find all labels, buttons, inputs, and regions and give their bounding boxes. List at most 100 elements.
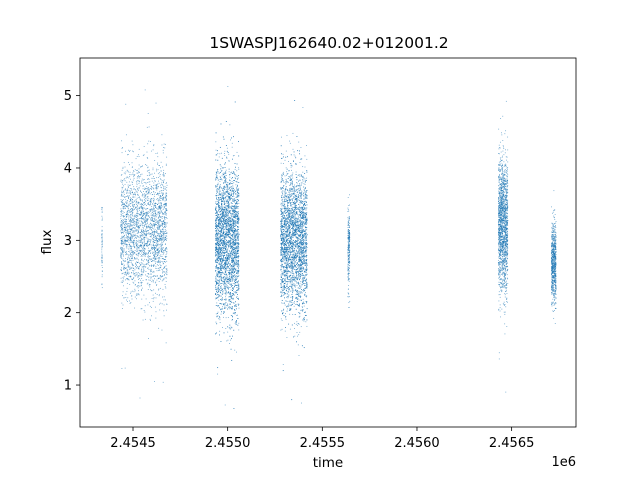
data-point-cluster-3 bbox=[238, 202, 240, 204]
data-point-cluster-2 bbox=[130, 190, 131, 192]
data-point-cluster-2 bbox=[165, 225, 167, 227]
data-point-cluster-2 bbox=[133, 177, 135, 179]
data-point-cluster-3 bbox=[229, 270, 231, 272]
data-point-cluster-3 bbox=[216, 210, 217, 212]
data-point-cluster-2 bbox=[127, 262, 129, 264]
data-point-cluster-2 bbox=[136, 254, 138, 256]
data-point-cluster-2 bbox=[120, 252, 122, 254]
data-point-cluster-2 bbox=[157, 198, 158, 199]
data-point-cluster-2 bbox=[160, 196, 162, 198]
data-point-cluster-2 bbox=[154, 215, 156, 217]
data-point-cluster-3 bbox=[222, 327, 223, 329]
data-point-cluster-2 bbox=[137, 246, 138, 248]
data-point-cluster-2 bbox=[129, 259, 131, 261]
data-point-cluster-3 bbox=[221, 208, 222, 210]
data-point-cluster-3 bbox=[231, 266, 233, 268]
data-point-cluster-2 bbox=[157, 163, 158, 165]
data-point-cluster-2 bbox=[144, 203, 146, 205]
data-point-cluster-2 bbox=[162, 199, 164, 200]
data-point-cluster-2 bbox=[147, 211, 149, 212]
data-point-cluster-2 bbox=[153, 246, 155, 248]
data-point-cluster-3 bbox=[234, 294, 235, 296]
data-point-cluster-2 bbox=[125, 103, 127, 105]
data-point-cluster-2 bbox=[122, 147, 124, 148]
data-point-cluster-3 bbox=[225, 210, 227, 212]
data-point-cluster-2 bbox=[138, 222, 139, 224]
data-point-cluster-2 bbox=[154, 193, 155, 195]
data-point-cluster-2 bbox=[131, 232, 133, 234]
data-point-cluster-2 bbox=[128, 241, 130, 243]
data-point-cluster-2 bbox=[162, 258, 164, 260]
data-point-cluster-2 bbox=[166, 232, 168, 233]
data-point-cluster-2 bbox=[135, 267, 137, 269]
data-point-cluster-2 bbox=[138, 253, 139, 255]
data-point-cluster-2 bbox=[163, 240, 165, 241]
data-point-cluster-2 bbox=[159, 215, 160, 217]
data-point-cluster-3 bbox=[233, 249, 235, 250]
data-point-cluster-2 bbox=[153, 264, 155, 266]
data-point-cluster-2 bbox=[130, 214, 131, 215]
data-point-cluster-2 bbox=[139, 273, 140, 275]
data-point-cluster-2 bbox=[164, 219, 166, 220]
data-point-cluster-3 bbox=[231, 307, 233, 308]
data-point-cluster-2 bbox=[160, 251, 162, 252]
data-point-cluster-3 bbox=[219, 187, 221, 188]
data-point-cluster-3 bbox=[231, 230, 233, 232]
data-point-cluster-3 bbox=[215, 266, 216, 268]
data-point-cluster-2 bbox=[164, 205, 166, 207]
data-point-cluster-2 bbox=[164, 212, 166, 213]
data-point-cluster-3 bbox=[230, 273, 232, 274]
data-point-cluster-2 bbox=[142, 229, 144, 231]
data-point-cluster-2 bbox=[133, 282, 135, 284]
data-point-cluster-2 bbox=[157, 156, 159, 158]
data-point-cluster-2 bbox=[135, 244, 137, 245]
data-point-cluster-3 bbox=[215, 209, 217, 211]
data-point-cluster-2 bbox=[126, 263, 128, 265]
data-point-cluster-3 bbox=[228, 197, 230, 199]
data-point-cluster-2 bbox=[153, 247, 155, 249]
data-point-cluster-1 bbox=[101, 236, 103, 238]
data-point-cluster-1 bbox=[101, 259, 103, 261]
data-point-cluster-2 bbox=[166, 210, 168, 211]
data-point-cluster-3 bbox=[238, 187, 240, 189]
data-point-cluster-2 bbox=[126, 231, 128, 233]
data-point-cluster-3 bbox=[231, 298, 233, 300]
data-point-cluster-2 bbox=[160, 230, 162, 232]
data-point-cluster-2 bbox=[156, 170, 158, 172]
data-point-cluster-2 bbox=[142, 216, 144, 218]
data-point-cluster-1 bbox=[101, 270, 103, 272]
data-point-cluster-3 bbox=[225, 234, 227, 236]
data-point-cluster-2 bbox=[140, 245, 142, 247]
data-point-cluster-2 bbox=[153, 230, 155, 232]
data-point-cluster-2 bbox=[126, 200, 128, 202]
data-point-cluster-2 bbox=[143, 237, 145, 238]
data-point-cluster-3 bbox=[224, 185, 225, 187]
data-point-cluster-2 bbox=[155, 238, 157, 240]
data-point-cluster-2 bbox=[121, 249, 123, 251]
data-point-cluster-2 bbox=[153, 289, 155, 291]
data-point-cluster-3 bbox=[231, 205, 233, 207]
data-point-cluster-2 bbox=[136, 233, 138, 234]
data-point-cluster-3 bbox=[233, 253, 235, 254]
data-point-cluster-2 bbox=[163, 173, 165, 175]
data-point-cluster-3 bbox=[226, 227, 228, 229]
data-point-cluster-2 bbox=[156, 251, 158, 253]
data-point-cluster-2 bbox=[164, 186, 166, 188]
data-point-cluster-3 bbox=[228, 251, 230, 253]
data-point-cluster-3 bbox=[215, 186, 216, 188]
data-point-cluster-2 bbox=[125, 222, 127, 224]
data-point-cluster-3 bbox=[234, 227, 235, 229]
data-point-cluster-2 bbox=[135, 264, 137, 266]
data-point-cluster-2 bbox=[129, 261, 131, 263]
data-point-cluster-2 bbox=[125, 171, 127, 173]
data-point-cluster-2 bbox=[154, 247, 155, 249]
data-point-cluster-3 bbox=[220, 187, 222, 188]
data-point-cluster-2 bbox=[137, 195, 139, 196]
data-point-cluster-3 bbox=[230, 247, 231, 249]
data-point-cluster-2 bbox=[152, 224, 154, 226]
data-point-cluster-2 bbox=[127, 232, 129, 234]
data-point-cluster-2 bbox=[150, 218, 152, 220]
data-point-cluster-2 bbox=[136, 262, 138, 264]
data-point-cluster-2 bbox=[147, 203, 149, 205]
